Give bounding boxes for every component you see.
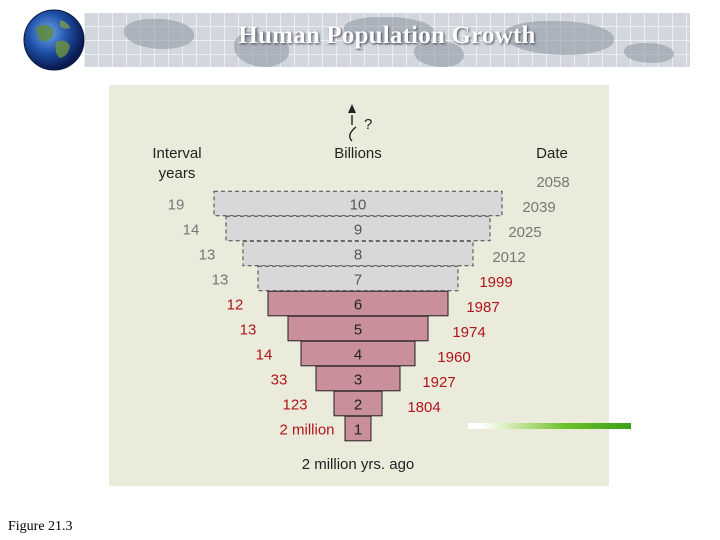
pyramid-bar-6-billion	[267, 290, 449, 317]
pyramid-bar-2-billion	[333, 390, 383, 417]
globe-icon	[23, 9, 85, 71]
billions-label: 3	[354, 372, 362, 389]
date-label: 1927	[422, 374, 455, 391]
billions-label: 4	[354, 347, 362, 364]
date-label: 1974	[452, 324, 485, 341]
question-mark: ?	[364, 116, 372, 133]
date-label: 1960	[437, 349, 470, 366]
interval-years-label: 123	[282, 397, 307, 414]
billions-label: 9	[354, 222, 362, 239]
interval-header-line1: Interval	[152, 145, 201, 162]
interval-header-line2: years	[159, 165, 196, 182]
bottom-label: 2 million yrs. ago	[302, 456, 415, 473]
interval-years-label: 13	[199, 247, 216, 264]
interval-years-label: 33	[271, 372, 288, 389]
pyramid-bar-4-billion	[300, 340, 416, 367]
interval-years-label: 14	[256, 347, 273, 364]
interval-years-label: 19	[168, 197, 185, 214]
billions-label: 8	[354, 247, 362, 264]
interval-years-label: 14	[183, 222, 200, 239]
color-strip	[468, 423, 631, 429]
date-label: 2025	[508, 224, 541, 241]
interval-years-label: 13	[240, 322, 257, 339]
date-label: 1999	[479, 274, 512, 291]
interval-years-label: 2 million	[279, 422, 334, 439]
header-banner-world-map	[84, 13, 690, 67]
billions-label: 10	[350, 197, 367, 214]
pyramid-bar-3-billion	[315, 365, 401, 392]
pyramid-bar-7-billion	[257, 265, 459, 292]
pyramid-bar-9-billion	[225, 215, 491, 242]
pyramid-bar-1-billion	[344, 415, 372, 442]
date-label: 2039	[522, 199, 555, 216]
billions-label: 5	[354, 322, 362, 339]
billions-header: Billions	[334, 145, 382, 162]
interval-years-label: 12	[227, 297, 244, 314]
interval-years-label: 13	[212, 272, 229, 289]
billions-label: 1	[354, 422, 362, 439]
figure-caption: Figure 21.3	[8, 519, 73, 534]
arrow-up-icon	[348, 104, 357, 142]
date-header: Date	[536, 145, 568, 162]
date-label: 1804	[407, 399, 440, 416]
page-title: Human Population Growth	[238, 22, 536, 49]
billions-label: 6	[354, 297, 362, 314]
date-label: 1987	[466, 299, 499, 316]
pyramid-bar-10-billion	[213, 190, 503, 217]
population-pyramid-figure: ? Interval years Billions Date 10 19 2058 9…	[109, 85, 609, 486]
pyramid-bar-5-billion	[287, 315, 429, 342]
billions-label: 2	[354, 397, 362, 414]
date-label: 2012	[492, 249, 525, 266]
date-label: 2058	[536, 174, 569, 191]
billions-label: 7	[354, 272, 362, 289]
pyramid-bar-8-billion	[242, 240, 474, 267]
